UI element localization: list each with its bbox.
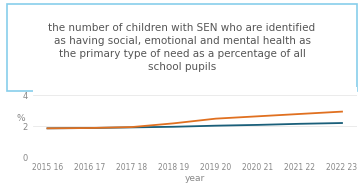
England — [298, 123, 302, 125]
England — [45, 127, 50, 129]
Oxfordshire — [298, 113, 302, 115]
FancyBboxPatch shape — [7, 4, 357, 91]
Line: Oxfordshire: Oxfordshire — [47, 112, 342, 128]
England — [87, 127, 92, 129]
Oxfordshire — [87, 127, 92, 129]
X-axis label: year: year — [185, 174, 205, 183]
England — [214, 124, 218, 127]
England — [256, 124, 260, 126]
Oxfordshire — [340, 110, 344, 113]
Oxfordshire — [45, 127, 50, 129]
Oxfordshire — [171, 122, 176, 124]
Oxfordshire — [256, 115, 260, 117]
England — [340, 122, 344, 124]
Oxfordshire — [130, 126, 134, 128]
England — [171, 126, 176, 128]
Oxfordshire — [214, 117, 218, 120]
England — [130, 126, 134, 128]
Y-axis label: %: % — [17, 114, 25, 123]
Text: the number of children with SEN who are identified
as having social, emotional a: the number of children with SEN who are … — [48, 23, 316, 72]
Line: England: England — [47, 123, 342, 128]
